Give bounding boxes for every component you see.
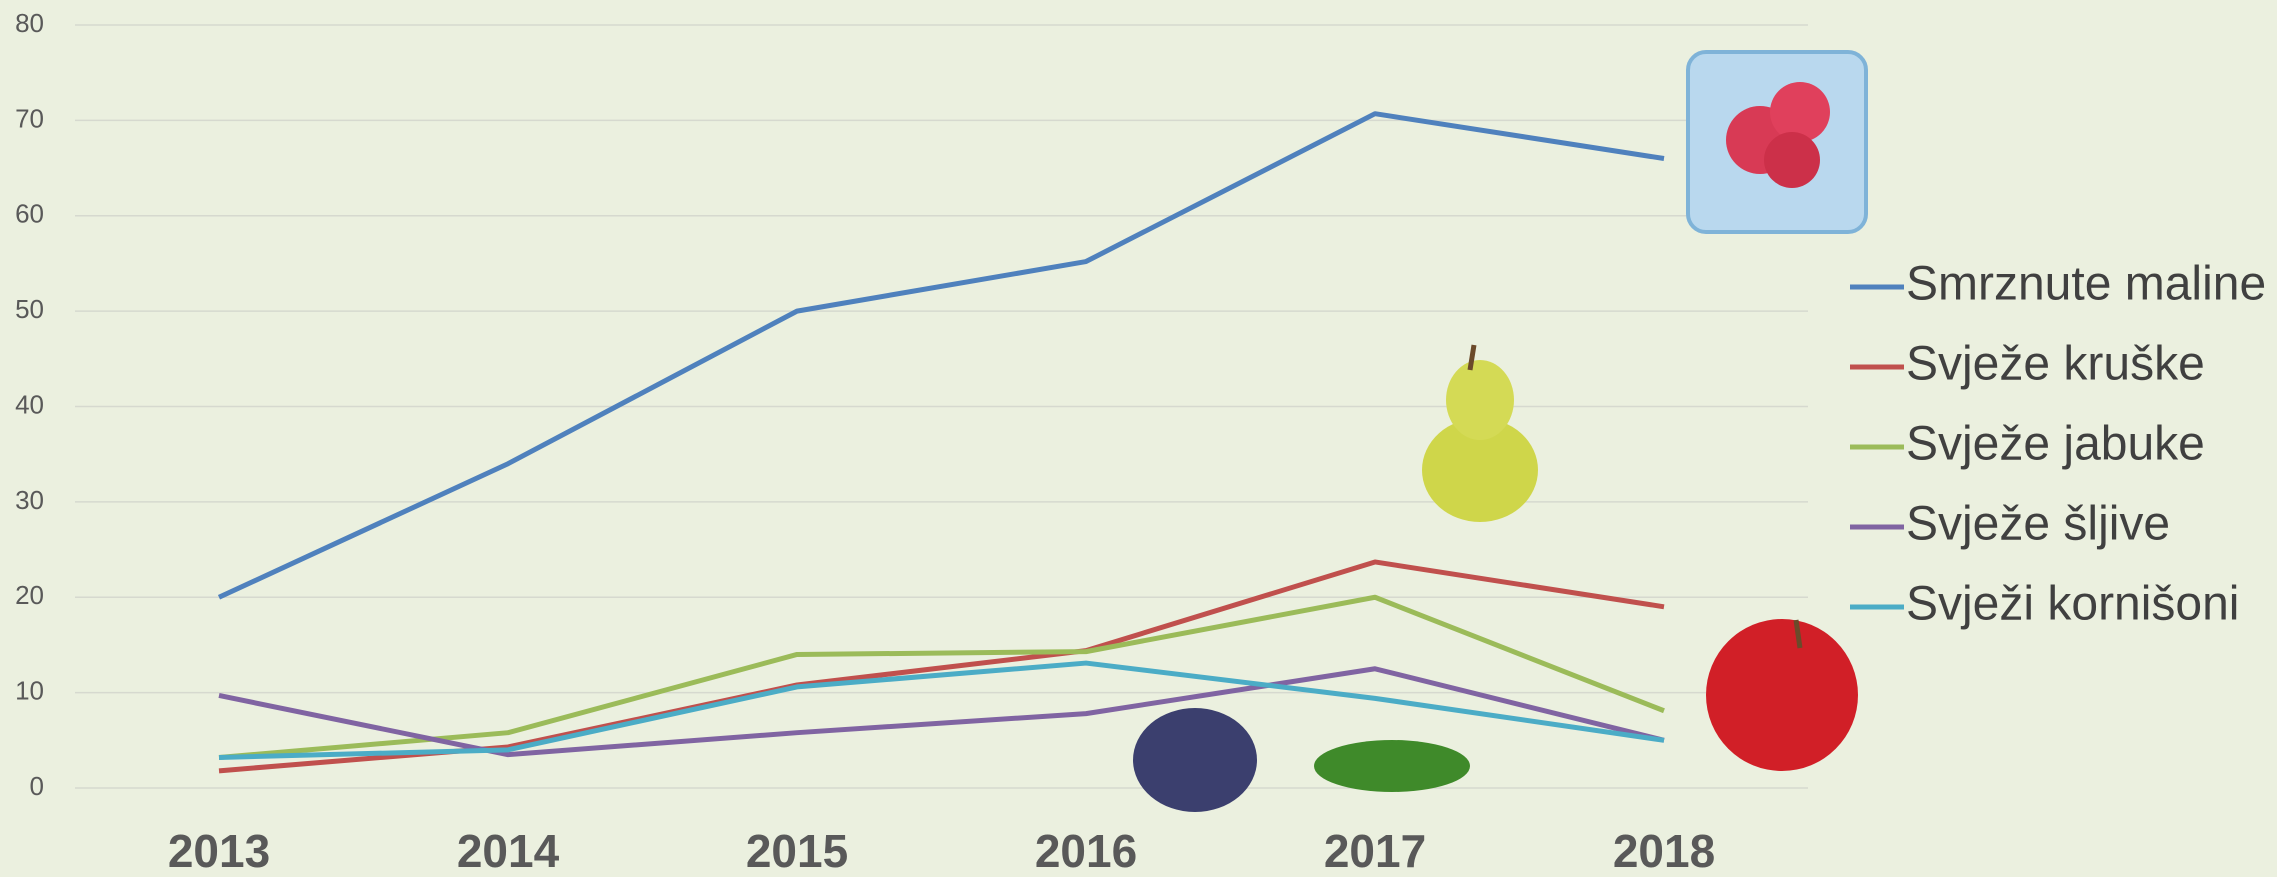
legend-label: Svježe šljive (1906, 498, 2170, 551)
x-tick-label: 2018 (1613, 825, 1715, 877)
legend-label: Svježi kornišoni (1906, 578, 2239, 631)
cucumber (1314, 740, 1470, 792)
y-tick-label: 70 (15, 103, 44, 133)
y-tick-label: 0 (30, 771, 44, 801)
y-tick-label: 20 (15, 580, 44, 610)
pear (1446, 360, 1514, 440)
y-tick-label: 60 (15, 199, 44, 229)
y-tick-label: 30 (15, 485, 44, 515)
y-tick-label: 80 (15, 8, 44, 38)
legend-label: Smrznute maline (1906, 258, 2266, 311)
y-tick-label: 40 (15, 389, 44, 419)
x-tick-label: 2013 (168, 825, 270, 877)
legend-label: Svježe kruške (1906, 338, 2205, 391)
x-tick-label: 2015 (746, 825, 848, 877)
x-tick-label: 2016 (1035, 825, 1137, 877)
x-tick-label: 2017 (1324, 825, 1426, 877)
plum (1133, 708, 1257, 812)
apple (1706, 619, 1858, 771)
raspberry (1764, 132, 1820, 188)
y-tick-label: 50 (15, 294, 44, 324)
raspberry (1770, 82, 1830, 142)
chart: 0 10 20 30 40 50 60 70 80 2013 2014 2015 2016 2017 201… (0, 0, 2277, 877)
legend-label: Svježe jabuke (1906, 418, 2205, 471)
y-tick-label: 10 (15, 676, 44, 706)
x-tick-label: 2014 (457, 825, 560, 877)
